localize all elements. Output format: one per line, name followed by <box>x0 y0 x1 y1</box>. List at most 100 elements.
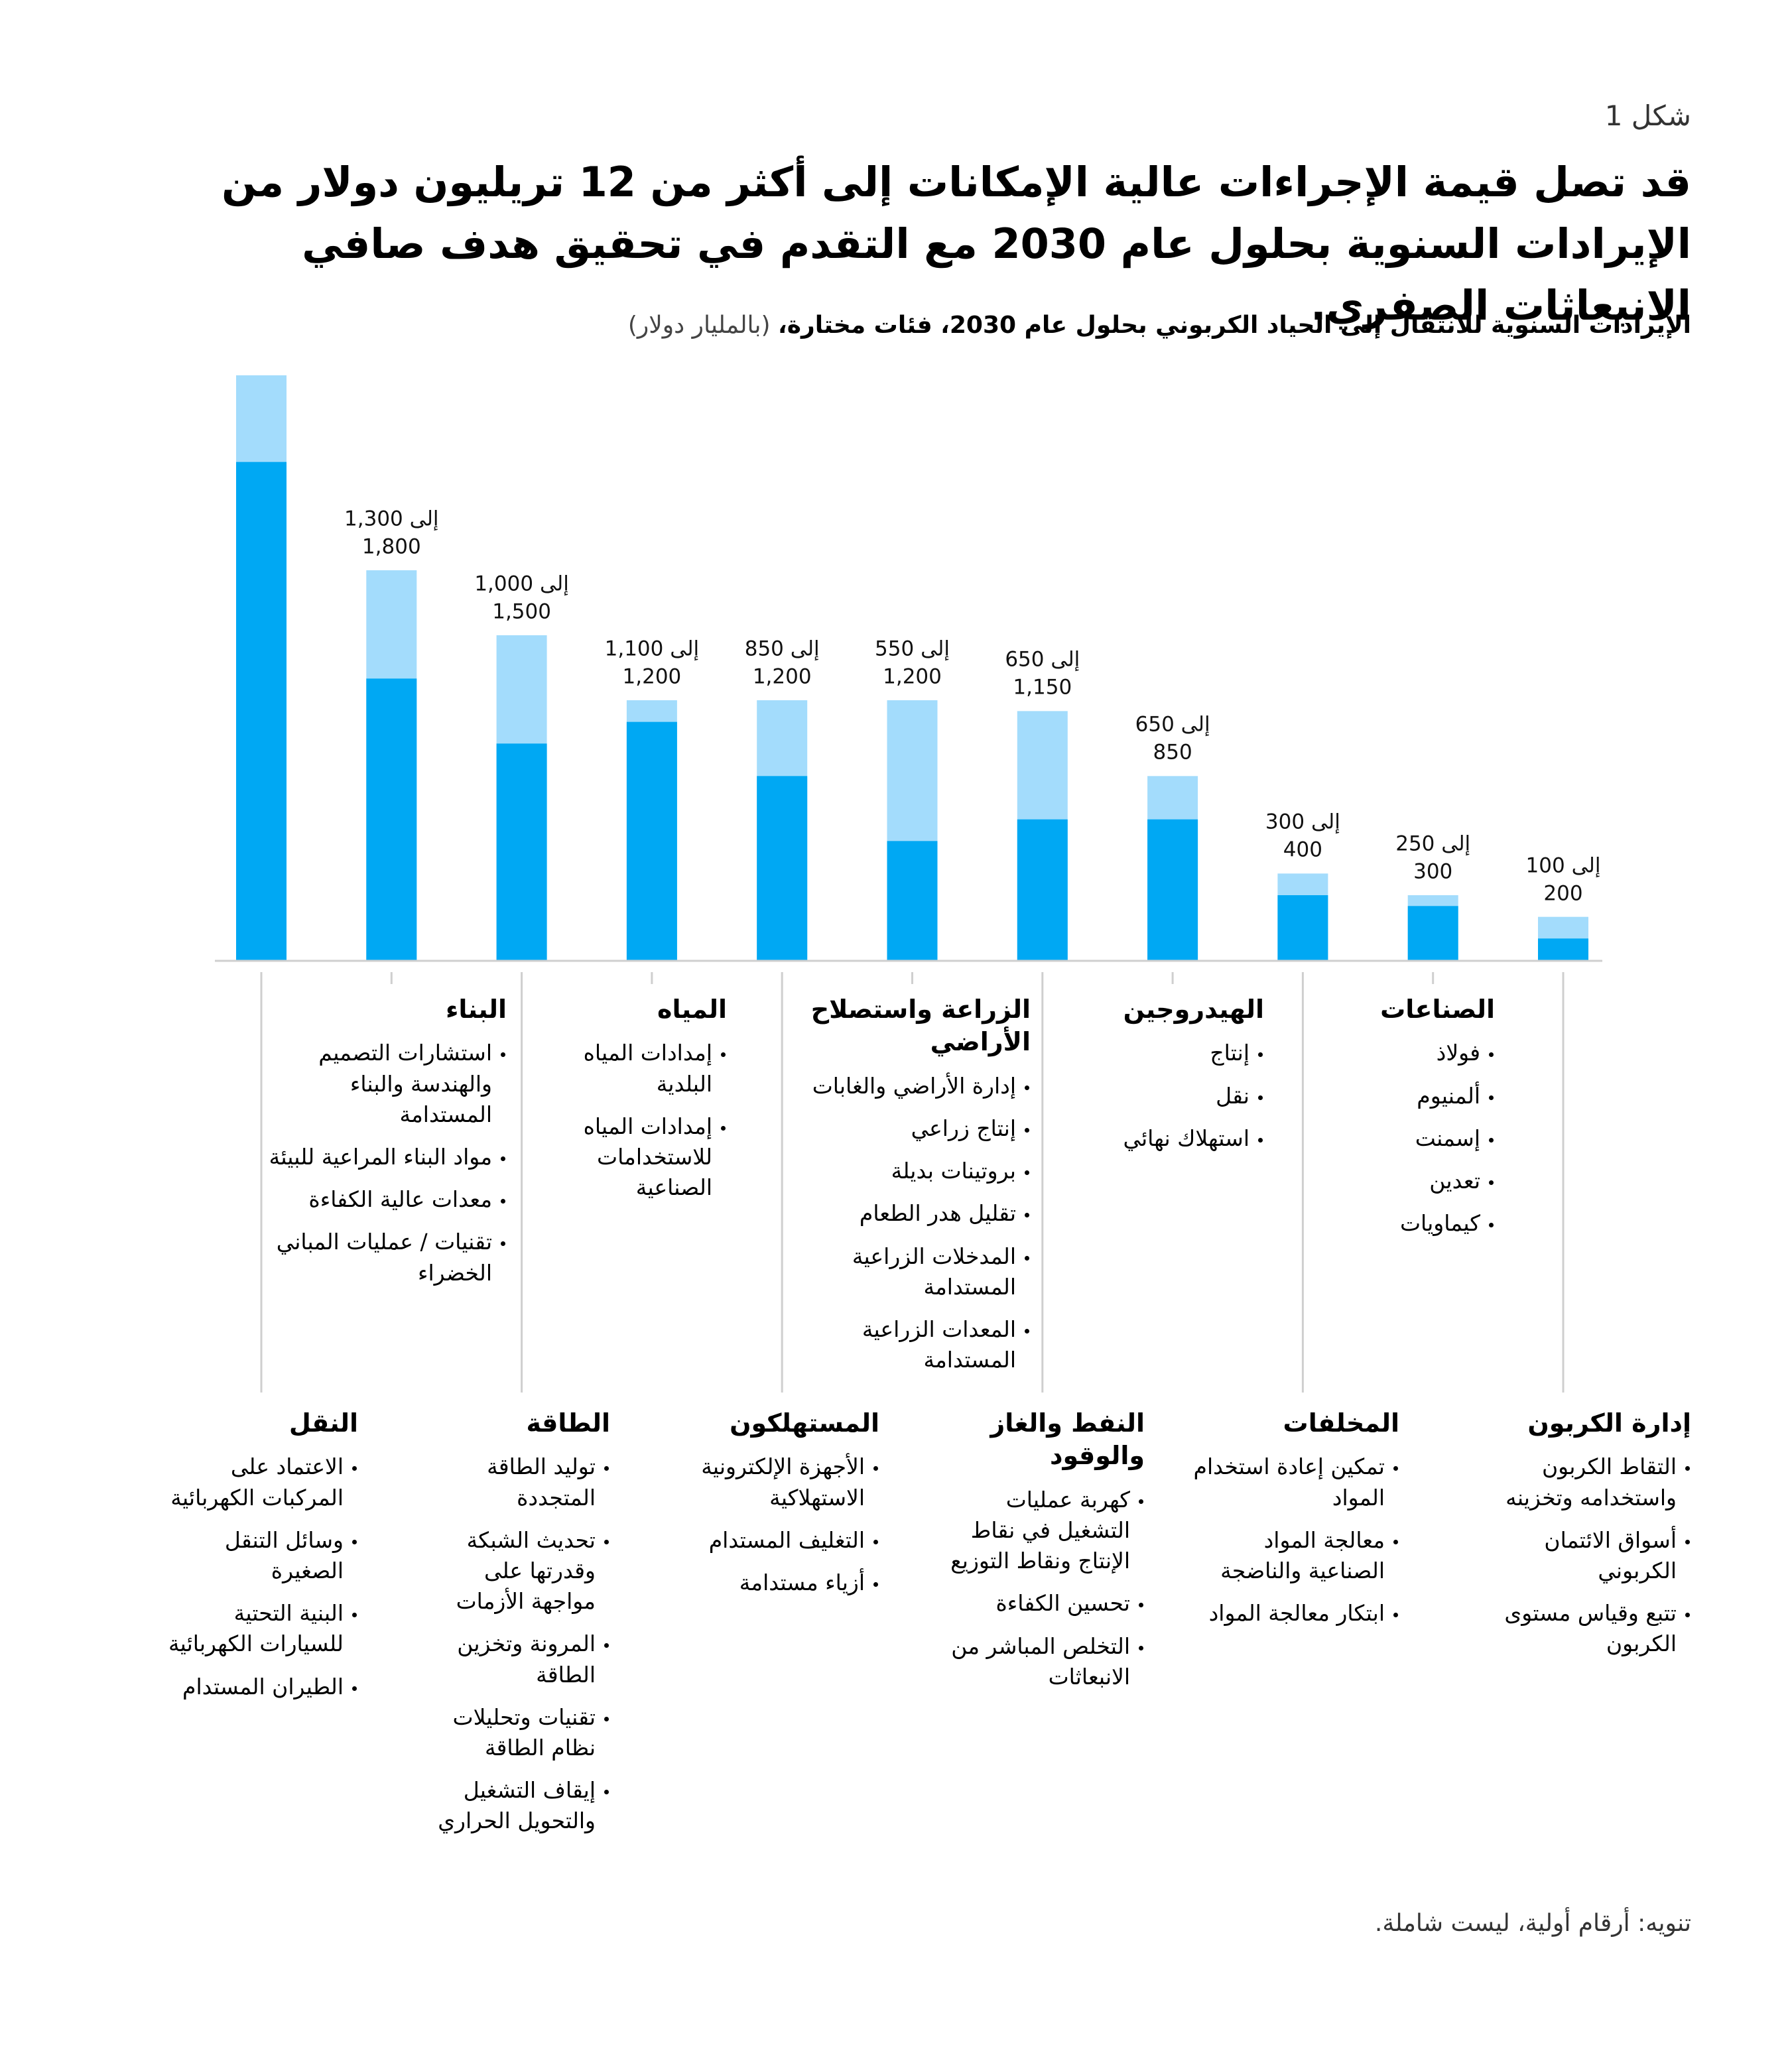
bar-low <box>626 721 677 960</box>
bar-low <box>1407 906 1458 960</box>
category-name: الزراعة واستصلاح الأراضي <box>810 995 1031 1057</box>
item-text: التقاط الكربون واستخدامه وتخزينه <box>1505 1454 1677 1511</box>
category-item: نقل <box>1078 1081 1264 1111</box>
category-item: مواد البناء المراعية للبيئة <box>268 1142 507 1172</box>
bullet <box>501 1241 505 1247</box>
bullet <box>352 1686 357 1691</box>
item-text: أزياء مستدامة <box>739 1569 865 1595</box>
category-item: تتبع وقياس مستوى الكربون <box>1459 1598 1691 1659</box>
item-text: إنتاج زراعي <box>911 1115 1016 1141</box>
category-block: المخلفات تمكين إعادة استخدام المواد معالجة… <box>1187 1407 1399 1641</box>
range-label: 550 إلى 1,200 <box>875 637 950 689</box>
item-text: معدات عالية الكفاءة <box>308 1186 492 1213</box>
bar-low <box>366 678 417 960</box>
item-text: البنية التحتية للسيارات الكهربائية <box>168 1600 344 1657</box>
bullet <box>1025 1085 1029 1090</box>
category-item: المدخلات الزراعية المستدامة <box>779 1241 1031 1302</box>
category-item: تمكين إعادة استخدام المواد <box>1187 1452 1399 1513</box>
bullet <box>1139 1603 1143 1608</box>
item-text: تمكين إعادة استخدام المواد <box>1193 1454 1385 1511</box>
range-label: 850 إلى 1,200 <box>744 637 820 689</box>
category-name: النقل <box>288 1408 358 1438</box>
item-text: كيماويات <box>1399 1210 1480 1237</box>
category-item: تقليل هدر الطعام <box>779 1198 1031 1229</box>
bullet <box>1025 1328 1029 1334</box>
category-name: النفط والغاز والوقود <box>990 1408 1145 1471</box>
category-item: فولاذ <box>1382 1038 1495 1068</box>
bullet <box>1489 1180 1494 1185</box>
bar-low <box>1147 819 1198 960</box>
item-text: كهربة عمليات التشغيل في نقاط الإنتاج ونق… <box>950 1486 1130 1574</box>
bar-low <box>496 743 547 960</box>
category-item: إيقاف التشغيل والتحويل الحراري <box>418 1775 610 1836</box>
bullet <box>873 1582 878 1587</box>
unit: (بالمليار دولار) <box>627 312 771 339</box>
item-text: التغليف المستدام <box>708 1526 865 1553</box>
item-text: إمدادات المياه للاستخدامات الصناعية <box>583 1113 712 1201</box>
category-name: المياه <box>657 995 727 1024</box>
range-label: 1,100 إلى 1,200 <box>604 637 700 689</box>
item-text: الاعتماد على المركبات الكهربائية <box>170 1454 344 1511</box>
category-item: إمدادات المياه للاستخدامات الصناعية <box>568 1111 727 1204</box>
bullet <box>352 1539 357 1544</box>
note: تنويه: أرقام أولية، ليست شاملة. <box>1374 1910 1691 1937</box>
bullet <box>1685 1466 1690 1471</box>
bullet <box>1489 1137 1494 1143</box>
item-text: تعدين <box>1429 1167 1480 1194</box>
category-block: النقل الاعتماد على المركبات الكهربائية وسا… <box>153 1407 358 1714</box>
bullet <box>604 1643 609 1648</box>
item-text: تحسين الكفاءة <box>995 1590 1131 1617</box>
item-text: تقليل هدر الطعام <box>859 1200 1016 1227</box>
item-text: ابتكار معالجة المواد <box>1208 1600 1385 1627</box>
bullet <box>1393 1613 1398 1618</box>
bullet <box>352 1466 357 1471</box>
category-item: الأجهزة الإلكترونية الاستهلاكية <box>667 1452 879 1513</box>
category-name: البناء <box>445 995 507 1024</box>
bullet <box>873 1466 878 1471</box>
category-block: الطاقة توليد الطاقة المتجددة تحديث الشبكة … <box>418 1407 610 1848</box>
bullet <box>1685 1539 1690 1544</box>
category-item: معالجة المواد الصناعية والناضجة <box>1187 1525 1399 1586</box>
bar-low <box>236 462 287 960</box>
item-text: فولاذ <box>1436 1040 1480 1066</box>
category-item: التغليف المستدام <box>667 1525 879 1556</box>
bullet <box>1393 1466 1398 1471</box>
item-text: ألمنيوم <box>1417 1082 1480 1109</box>
category-block: إدارة الكربون التقاط الكربون واستخدامه وت… <box>1459 1407 1691 1672</box>
bullet <box>721 1052 726 1058</box>
range-label: 650 إلى 1,150 <box>1005 647 1080 700</box>
item-text: إنتاج <box>1210 1040 1249 1066</box>
title: قد تصل قيمة الإجراءات عالية الإمكانات إل… <box>221 158 1691 330</box>
bullet <box>1025 1127 1029 1133</box>
item-text: الأجهزة الإلكترونية الاستهلاكية <box>701 1454 865 1511</box>
range-label: 1,300 إلى 1,800 <box>344 507 439 559</box>
category-item: بروتينات بديلة <box>779 1156 1031 1186</box>
category-item: البنية التحتية للسيارات الكهربائية <box>153 1598 358 1659</box>
category-item: تقنيات / عمليات المباني الخضراء <box>268 1227 507 1288</box>
bar-low <box>887 841 938 960</box>
category-item: المعدات الزراعية المستدامة <box>779 1314 1031 1375</box>
bullet <box>1489 1052 1494 1058</box>
category-item: استهلاك نهائي <box>1078 1123 1264 1154</box>
bullet <box>604 1716 609 1721</box>
item-text: أسواق الائتمان الكربوني <box>1544 1526 1677 1583</box>
figure-label: شكل 1 <box>1604 99 1691 132</box>
category-item: تعدين <box>1382 1166 1495 1196</box>
category-item: الطيران المستدام <box>153 1672 358 1702</box>
category-item: إمدادات المياه البلدية <box>568 1038 727 1099</box>
bullet <box>352 1613 357 1618</box>
category-item: ألمنيوم <box>1382 1081 1495 1111</box>
category-item: ابتكار معالجة المواد <box>1187 1598 1399 1629</box>
item-text: تقنيات / عمليات المباني الخضراء <box>276 1229 492 1286</box>
item-text: إدارة الأراضي والغابات <box>812 1072 1016 1099</box>
item-text: تتبع وقياس مستوى الكربون <box>1504 1600 1677 1657</box>
bullet <box>1258 1052 1263 1058</box>
item-text: إمدادات المياه البلدية <box>583 1040 712 1097</box>
bullet <box>1685 1613 1690 1618</box>
bullet <box>1025 1255 1029 1261</box>
category-item: توليد الطاقة المتجددة <box>418 1452 610 1513</box>
category-item: استشارات التصميم والهندسة والبناء المستد… <box>268 1038 507 1130</box>
item-text: تقنيات وتحليلات نظام الطاقة <box>452 1704 596 1761</box>
bullet <box>1393 1539 1398 1544</box>
bullet <box>1489 1223 1494 1228</box>
